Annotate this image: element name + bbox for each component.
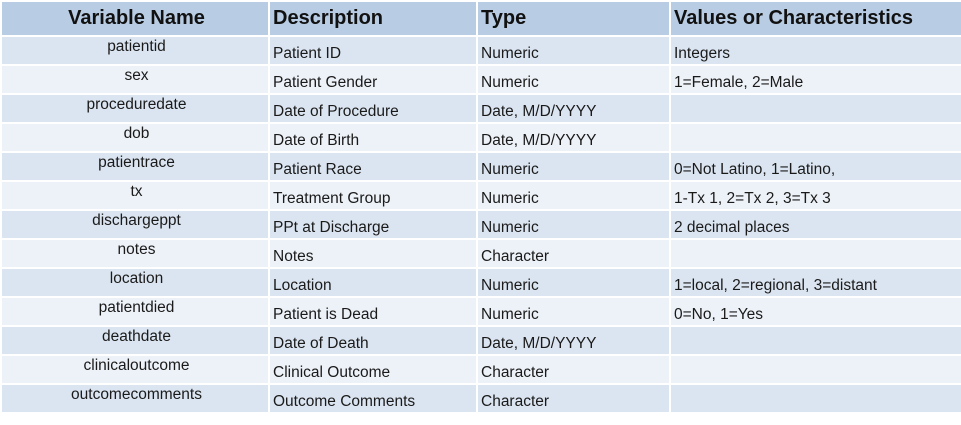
table-cell: clinicaloutcome [0, 354, 270, 385]
table-cell: Numeric [476, 209, 671, 240]
table-cell: location [0, 267, 270, 298]
header-cell: Description [268, 0, 478, 37]
header-cell: Values or Characteristics [669, 0, 961, 37]
table-cell: outcomecomments [0, 383, 270, 414]
table-row: patientrace Patient Race Numeric 0=Not Lati… [0, 151, 961, 182]
table-cell: Date, M/D/YYYY [476, 122, 671, 153]
table-cell: Location [268, 267, 478, 298]
table-cell: Character [476, 354, 671, 385]
table-cell: Date, M/D/YYYY [476, 325, 671, 356]
table-cell: 0=Not Latino, 1=Latino, [669, 151, 961, 182]
table-row: notes Notes Character [0, 238, 961, 269]
table-cell: Patient Gender [268, 64, 478, 95]
table-cell: Numeric [476, 267, 671, 298]
table-body: patientid Patient ID Numeric Integers sex Pat… [0, 35, 961, 414]
header-cell: Type [476, 0, 671, 37]
table-row: tx Treatment Group Numeric 1-Tx 1, 2=Tx 2, … [0, 180, 961, 211]
table-cell [669, 238, 961, 269]
table-cell: Notes [268, 238, 478, 269]
table-cell: Numeric [476, 35, 671, 66]
table-cell: Date, M/D/YYYY [476, 93, 671, 124]
table-cell: 1-Tx 1, 2=Tx 2, 3=Tx 3 [669, 180, 961, 211]
table-cell: Numeric [476, 296, 671, 327]
table-cell: Numeric [476, 151, 671, 182]
table-cell: Date of Death [268, 325, 478, 356]
table-cell: 0=No, 1=Yes [669, 296, 961, 327]
table-row: location Location Numeric 1=local, 2=region… [0, 267, 961, 298]
table-cell: Numeric [476, 64, 671, 95]
table-row: outcomecomments Outcome Comments Character [0, 383, 961, 414]
table-cell: dischargeppt [0, 209, 270, 240]
table-cell: sex [0, 64, 270, 95]
table-cell: Character [476, 383, 671, 414]
table-cell: Clinical Outcome [268, 354, 478, 385]
table-cell: notes [0, 238, 270, 269]
table-cell: proceduredate [0, 93, 270, 124]
table-cell: PPt at Discharge [268, 209, 478, 240]
table-cell [669, 354, 961, 385]
table-cell: Character [476, 238, 671, 269]
table-row: proceduredate Date of Procedure Date, M/D/… [0, 93, 961, 124]
variable-table: Variable Name Description Type Values or Ch… [0, 0, 961, 414]
table-cell: dob [0, 122, 270, 153]
table-row: dob Date of Birth Date, M/D/YYYY [0, 122, 961, 153]
table-cell: tx [0, 180, 270, 211]
header-cell: Variable Name [0, 0, 270, 37]
table-cell: 1=Female, 2=Male [669, 64, 961, 95]
table-cell: Date of Birth [268, 122, 478, 153]
table-cell: Treatment Group [268, 180, 478, 211]
table-cell: Date of Procedure [268, 93, 478, 124]
table-cell: patientid [0, 35, 270, 66]
table-cell [669, 325, 961, 356]
table-cell: Numeric [476, 180, 671, 211]
table-cell: Patient Race [268, 151, 478, 182]
header-row: Variable Name Description Type Values or Ch… [0, 0, 961, 37]
table-cell [669, 122, 961, 153]
table-row: deathdate Date of Death Date, M/D/YYYY [0, 325, 961, 356]
table-row: sex Patient Gender Numeric 1=Female, 2=Male [0, 64, 961, 95]
table-cell: Patient is Dead [268, 296, 478, 327]
table-cell: 2 decimal places [669, 209, 961, 240]
table-row: patientdied Patient is Dead Numeric 0=No, 1… [0, 296, 961, 327]
table-row: clinicaloutcome Clinical Outcome Character [0, 354, 961, 385]
table-cell: Outcome Comments [268, 383, 478, 414]
table-cell: patientdied [0, 296, 270, 327]
table-cell: Patient ID [268, 35, 478, 66]
table-cell [669, 383, 961, 414]
table-row: dischargeppt PPt at Discharge Numeric 2 dec… [0, 209, 961, 240]
table-cell: 1=local, 2=regional, 3=distant [669, 267, 961, 298]
table-row: patientid Patient ID Numeric Integers [0, 35, 961, 66]
table-cell: Integers [669, 35, 961, 66]
table-cell [669, 93, 961, 124]
table-cell: patientrace [0, 151, 270, 182]
table-cell: deathdate [0, 325, 270, 356]
